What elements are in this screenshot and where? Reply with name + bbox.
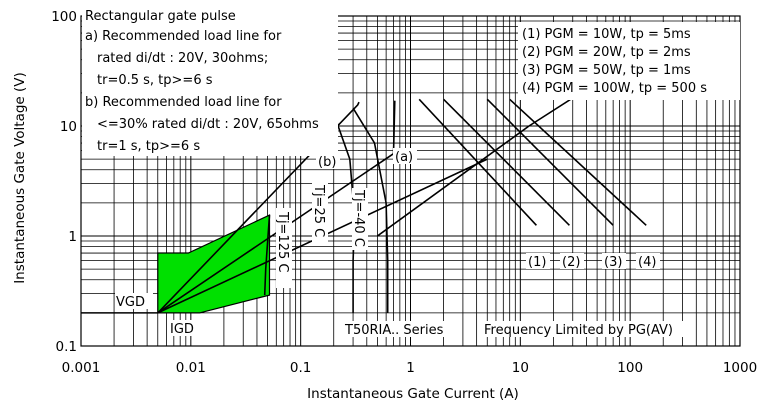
series-label: T50RIA.. Series	[344, 323, 444, 338]
note-line: Rectangular gate pulse	[85, 9, 236, 24]
tj25-label: Tj=25 C	[311, 184, 326, 237]
igd-label: IGD	[170, 322, 194, 337]
y-tick-label: 0.1	[56, 339, 77, 355]
y-tick-label: 1	[68, 229, 77, 245]
annotations: VGD IGD (b) (a) Tj=125 C Tj=25 C Tj=-40 …	[115, 148, 688, 338]
tick-labels: 0.001 0.01 0.1 1 10 100 1000 0.1 1 10 100	[51, 9, 757, 376]
note-line: a) Recommended load line for	[85, 29, 282, 44]
tjm40-label: Tj=-40 C	[351, 189, 366, 247]
load-line-b	[157, 101, 360, 314]
tj125-label: Tj=125 C	[275, 211, 290, 272]
legend-entry: (3) PGM = 50W, tp = 1ms	[522, 63, 691, 78]
load-line-a-label: (a)	[395, 150, 413, 165]
load-line-b-label: (b)	[318, 155, 336, 170]
frequency-note: Frequency Limited by PG(AV)	[484, 323, 673, 338]
plot-frame	[80, 15, 741, 347]
x-tick-label: 0.001	[62, 360, 101, 376]
x-tick-label: 10	[512, 360, 529, 376]
x-tick-label: 100	[617, 360, 643, 376]
gate-trigger-region	[157, 214, 271, 314]
x-tick-label: 0.1	[290, 360, 311, 376]
note-line: tr=1 s, tp>=6 s	[97, 139, 200, 154]
x-tick-label: 0.01	[176, 360, 206, 376]
legend-entry: (1) PGM = 10W, tp = 5ms	[522, 27, 691, 42]
vgd-label: VGD	[116, 295, 145, 310]
y-tick-label: 100	[51, 9, 77, 25]
x-axis-label: Instantaneous Gate Current (A)	[307, 386, 519, 402]
legend-entry: (2) PGM = 20W, tp = 2ms	[522, 45, 691, 60]
note-line: tr=0.5 s, tp>=6 s	[97, 73, 213, 88]
notes-box: Rectangular gate pulse a) Recommended lo…	[82, 6, 338, 156]
power-curve-4-label: (4)	[638, 255, 656, 270]
power-curve-1	[418, 98, 537, 226]
power-curve-2	[443, 98, 570, 226]
tj125-curve	[263, 215, 271, 296]
tjm40-curve	[352, 107, 389, 313]
legend-entry: (4) PGM = 100W, tp = 500 s	[522, 81, 707, 96]
x-tick-label: 1000	[723, 360, 757, 376]
power-curve-4	[509, 98, 647, 226]
power-curve-3-label: (3)	[604, 255, 622, 270]
power-curve-2-label: (2)	[562, 255, 580, 270]
x-tick-label: 1	[406, 360, 415, 376]
note-line: rated di/dt : 20V, 30ohms;	[97, 51, 268, 66]
note-line: <=30% rated di/dt : 20V, 65ohms	[97, 117, 319, 132]
power-curve-3	[486, 98, 614, 226]
y-tick-label: 10	[60, 119, 77, 135]
gate-trigger-area	[157, 214, 271, 314]
plot-border	[80, 15, 741, 347]
legend: (1) PGM = 10W, tp = 5ms (2) PGM = 20W, t…	[518, 22, 740, 100]
power-curve-1-label: (1)	[528, 255, 546, 270]
y-axis-label: Instantaneous Gate Voltage (V)	[12, 72, 28, 284]
note-line: b) Recommended load line for	[85, 95, 282, 110]
